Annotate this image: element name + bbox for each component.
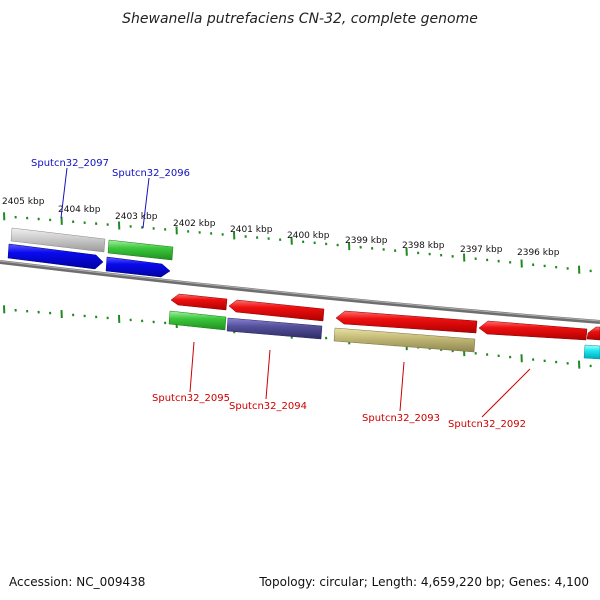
gene-2094-arrow[interactable] [228, 299, 325, 322]
tick-label-2397: 2397 kbp [460, 245, 503, 255]
upper-tick-track [3, 212, 592, 274]
position-tick-labels: 2405 kbp 2404 kbp 2403 kbp 2402 kbp 2401… [2, 197, 560, 258]
map-title: Shewanella putrefaciens CN-32, complete … [122, 11, 478, 27]
gene-label-2095[interactable]: Sputcn32_2095 [152, 393, 230, 404]
gene-feature-2093-cds[interactable] [333, 327, 476, 353]
leader-2093 [399, 361, 405, 412]
tick-label-2400: 2400 kbp [287, 231, 330, 241]
leader-2096 [142, 177, 150, 229]
genome-backbone-highlight [0, 260, 600, 322]
gene-label-2093[interactable]: Sputcn32_2093 [362, 413, 440, 424]
gene-2091-arrow-partial[interactable] [586, 326, 600, 341]
label-leader-lines [60, 167, 531, 418]
gene-feature-2097-cds[interactable] [10, 227, 106, 253]
gene-2093-arrow[interactable] [335, 310, 478, 334]
genome-summary-text: Topology: circular; Length: 4,659,220 bp… [258, 575, 589, 589]
accession-text: Accession: NC_009438 [9, 575, 145, 589]
gene-feature-2094-cds[interactable] [226, 317, 323, 340]
leader-2092 [481, 368, 531, 418]
gene-2096-arrow[interactable] [105, 256, 171, 278]
gene-label-2096[interactable]: Sputcn32_2096 [112, 168, 190, 179]
tick-label-2401: 2401 kbp [230, 225, 273, 235]
tick-label-2398: 2398 kbp [402, 241, 445, 251]
leader-2094 [265, 349, 271, 400]
tick-label-2403: 2403 kbp [115, 212, 158, 222]
tick-label-2404: 2404 kbp [58, 205, 101, 215]
gene-2097-arrow[interactable] [7, 243, 104, 270]
tick-label-2399: 2399 kbp [345, 236, 388, 246]
genome-backbone [0, 260, 600, 324]
gene-2092-arrow[interactable] [478, 320, 588, 341]
gene-2095-arrow[interactable] [170, 293, 228, 311]
gene-label-2097[interactable]: Sputcn32_2097 [31, 158, 109, 169]
gene-label-2094[interactable]: Sputcn32_2094 [229, 401, 307, 412]
tick-label-2405: 2405 kbp [2, 197, 45, 207]
leader-2097 [60, 167, 68, 219]
gene-feature-partial-cyan[interactable] [583, 344, 600, 360]
gene-feature-2095-cds[interactable] [168, 310, 227, 331]
gene-feature-2096-cds[interactable] [107, 239, 174, 261]
leader-2095 [189, 341, 195, 393]
tick-label-2396: 2396 kbp [517, 248, 560, 258]
gene-label-2092[interactable]: Sputcn32_2092 [448, 419, 526, 430]
tick-label-2402: 2402 kbp [173, 219, 216, 229]
